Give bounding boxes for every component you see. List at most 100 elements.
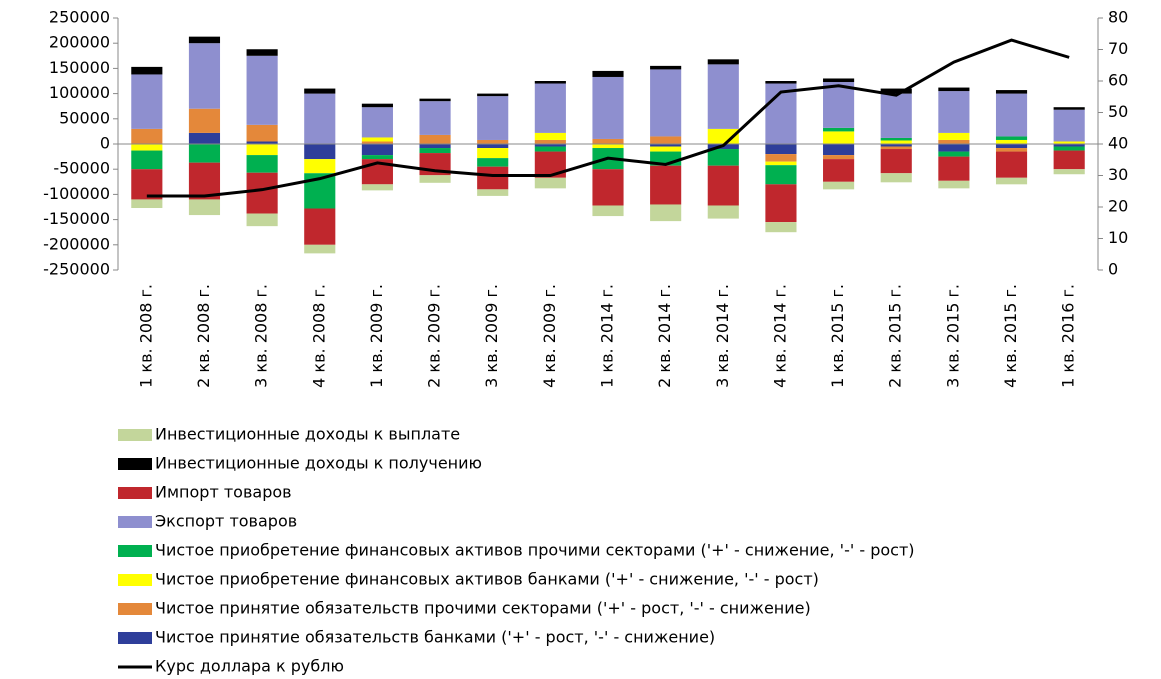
bar	[995, 93, 1028, 137]
bar	[880, 93, 912, 138]
bar	[304, 159, 336, 174]
bar	[765, 165, 797, 185]
y-tick-label: -150000	[43, 209, 110, 228]
x-tick-label: 2 кв. 2009 г.	[425, 284, 444, 388]
x-tick-label: 3 кв. 2009 г.	[482, 284, 501, 388]
bar	[246, 155, 278, 173]
bar	[188, 36, 221, 44]
y2-tick-label: 10	[1108, 228, 1128, 247]
y2-tick-label: 0	[1108, 260, 1118, 279]
legend-label: Чистое приобретение финансовых активов б…	[155, 570, 819, 589]
bar	[1053, 144, 1085, 147]
legend-swatch	[118, 574, 152, 586]
bar	[534, 151, 566, 178]
bar	[131, 74, 163, 129]
legend-swatch	[118, 487, 152, 499]
x-tick-label: 1 кв. 2014 г.	[598, 284, 617, 388]
bar	[592, 70, 624, 77]
y2-tick-label: 40	[1108, 134, 1128, 153]
y2-tick-label: 70	[1108, 39, 1128, 58]
bar	[707, 205, 739, 219]
bar	[477, 96, 509, 140]
bar	[188, 132, 221, 144]
bar	[188, 199, 221, 216]
bar	[707, 64, 739, 129]
legend-label: Импорт товаров	[155, 483, 292, 502]
x-tick-label: 3 кв. 2008 г.	[252, 284, 271, 388]
bar	[361, 103, 393, 108]
bar	[592, 144, 624, 149]
bar	[650, 65, 682, 70]
legend-swatch	[118, 458, 152, 470]
bar	[765, 154, 797, 162]
bar	[246, 55, 278, 125]
bar	[534, 146, 566, 152]
bar	[707, 165, 739, 206]
x-tick-label: 4 кв. 2009 г.	[540, 284, 559, 388]
x-tick-label: 1 кв. 2015 г.	[828, 284, 847, 388]
bar	[938, 144, 970, 152]
bar	[477, 139, 509, 144]
bar	[650, 69, 682, 137]
bar	[592, 169, 624, 206]
y-tick-label: -50000	[53, 159, 110, 178]
y2-tick-label: 50	[1108, 102, 1128, 121]
legend-label: Инвестиционные доходы к получению	[155, 454, 482, 473]
bar	[304, 144, 336, 160]
y-tick-label: 0	[100, 134, 110, 153]
bar	[131, 150, 163, 170]
bar	[1053, 169, 1085, 175]
bar	[534, 177, 566, 189]
x-tick-label: 2 кв. 2014 г.	[655, 284, 674, 388]
bar	[131, 128, 163, 144]
bar	[246, 172, 278, 214]
legend-swatch	[118, 603, 152, 615]
bar	[477, 148, 509, 159]
y2-tick-label: 60	[1108, 71, 1128, 90]
legend-label: Чистое принятие обязательств прочими сек…	[155, 599, 811, 618]
x-tick-label: 4 кв. 2014 г.	[770, 284, 789, 388]
bar	[1053, 150, 1085, 170]
y-tick-label: -100000	[43, 184, 110, 203]
bar	[765, 161, 797, 166]
bar	[534, 139, 566, 144]
bar	[765, 184, 797, 223]
bar	[534, 144, 566, 147]
legend-label: Экспорт товаров	[155, 512, 297, 531]
bar	[765, 222, 797, 233]
bar	[246, 124, 278, 142]
legend-label: Чистое приобретение финансовых активов п…	[155, 541, 915, 560]
bar	[477, 166, 509, 190]
bar	[246, 141, 278, 144]
bar	[131, 144, 163, 151]
y-tick-label: -200000	[43, 234, 110, 253]
bar	[880, 140, 912, 144]
bar	[880, 88, 912, 94]
bar	[880, 146, 912, 150]
bar	[650, 144, 682, 147]
bar	[938, 139, 970, 144]
bar	[938, 180, 970, 189]
bar	[1053, 146, 1085, 151]
bar	[823, 127, 855, 132]
x-tick-label: 3 кв. 2015 г.	[943, 284, 962, 388]
bar	[419, 144, 451, 149]
bar	[477, 189, 509, 196]
bar	[765, 81, 797, 84]
bar	[592, 205, 624, 217]
y2-tick-label: 20	[1108, 197, 1128, 216]
bar	[1053, 109, 1085, 142]
bar	[823, 181, 855, 190]
bar	[361, 141, 393, 144]
bar	[880, 137, 912, 141]
y2-tick-label: 80	[1108, 8, 1128, 27]
bar	[592, 138, 624, 144]
bar	[188, 144, 221, 163]
y-tick-label: 200000	[49, 33, 110, 52]
bar	[995, 151, 1028, 178]
bar	[995, 90, 1028, 94]
bar	[188, 43, 221, 109]
bar	[707, 59, 739, 65]
bar	[650, 136, 682, 144]
